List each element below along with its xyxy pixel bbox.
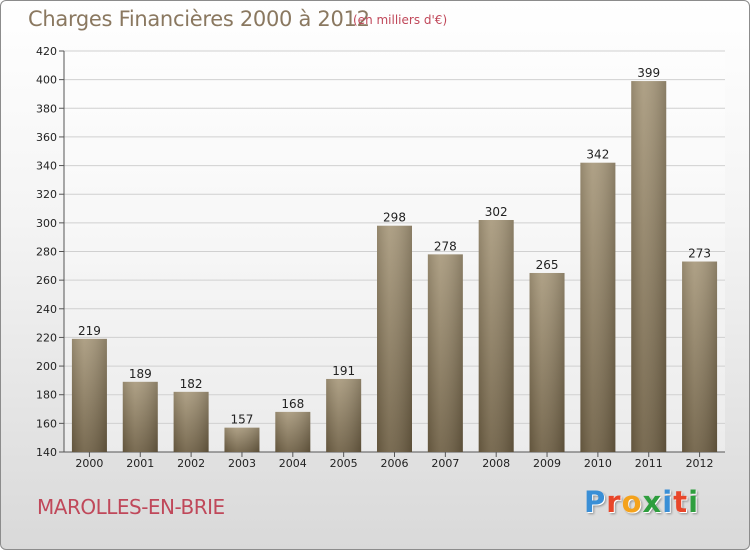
data-label: 278 [434,239,457,253]
y-tick-label: 160 [36,417,57,430]
data-label: 399 [637,66,660,80]
bar-shading [224,427,260,452]
data-label: 302 [485,205,508,219]
y-tick-label: 180 [36,389,57,402]
logo-letter: o [621,485,643,519]
y-tick-label: 260 [36,274,57,287]
y-tick-label: 420 [36,45,57,58]
x-tick-label: 2008 [482,457,510,470]
x-tick-label: 2007 [431,457,459,470]
x-tick-label: 2000 [75,457,103,470]
bar-shading [478,219,514,452]
proxiti-logo[interactable]: Proxiti [584,485,699,519]
x-tick-label: 2003 [228,457,256,470]
y-tick-label: 300 [36,217,57,230]
logo-letter: i [662,485,674,519]
data-label: 191 [332,364,355,378]
data-label: 342 [586,148,609,162]
x-tick-label: 2005 [330,457,358,470]
bar-shading [682,261,718,452]
data-label: 189 [129,367,152,381]
bar-shading [71,338,107,452]
data-label: 182 [180,377,203,391]
bar-shading [173,391,209,452]
logo-letter: x [642,485,663,519]
bar-shading [275,411,311,452]
data-label: 157 [231,413,254,427]
y-tick-label: 240 [36,303,57,316]
y-tick-label: 360 [36,131,57,144]
y-tick-label: 280 [36,246,57,259]
logo-letter: r [606,485,622,519]
y-tick-label: 140 [36,446,57,459]
x-tick-label: 2002 [177,457,205,470]
data-label: 265 [536,258,559,272]
bar-shading [377,225,412,452]
data-label: 273 [688,247,711,261]
x-tick-label: 2004 [279,457,307,470]
x-tick-label: 2011 [635,457,663,470]
city-name: MAROLLES-EN-BRIE [37,495,225,519]
y-tick-label: 400 [36,74,57,87]
bar-shading [631,81,667,452]
y-tick-label: 200 [36,360,57,373]
bar-shading [427,254,463,452]
logo-letter: P [584,485,607,519]
x-tick-label: 2010 [584,457,612,470]
y-tick-label: 220 [36,331,57,344]
bar-shading [326,378,362,452]
y-tick-label: 320 [36,188,57,201]
data-label: 219 [78,324,101,338]
logo-letter: i [688,485,700,519]
x-tick-label: 2009 [533,457,561,470]
x-tick-label: 2012 [686,457,714,470]
bar-shading [529,272,565,452]
bar-shading [122,381,158,452]
chart-title: Charges Financières 2000 à 2012 [28,7,370,31]
chart-subtitle: (en milliers d'€) [353,13,448,27]
bar-shading [580,162,616,452]
x-tick-label: 2006 [381,457,409,470]
data-label: 168 [281,397,304,411]
x-tick-label: 2001 [126,457,154,470]
logo-letter: t [673,485,689,519]
y-tick-label: 340 [36,160,57,173]
y-tick-label: 380 [36,102,57,115]
data-label: 298 [383,211,406,225]
